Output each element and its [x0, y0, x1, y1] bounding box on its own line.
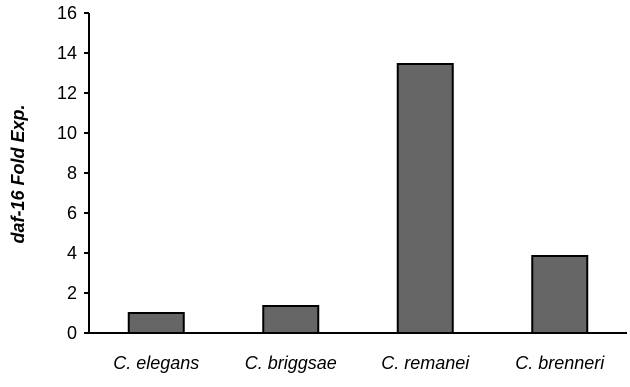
y-tick-label: 4 — [67, 243, 77, 263]
bar — [396, 63, 454, 334]
y-ticks-layer: 0 2 4 6 8 10 12 14 16 — [57, 3, 89, 343]
bar — [531, 255, 589, 334]
x-labels-layer: C. elegans C. briggsae C. remanei C. brenne… — [113, 353, 605, 373]
bars-layer — [127, 63, 589, 334]
x-category-label: C. remanei — [381, 353, 470, 373]
y-tick-label: 8 — [67, 163, 77, 183]
y-tick-label: 10 — [57, 123, 77, 143]
y-tick-label: 2 — [67, 283, 77, 303]
y-tick-label: 0 — [67, 323, 77, 343]
y-axis-title: daf-16 Fold Exp. — [8, 104, 28, 243]
x-category-label: C. briggsae — [245, 353, 337, 373]
bar — [127, 312, 185, 334]
bar — [262, 305, 320, 334]
y-tick-label: 16 — [57, 3, 77, 23]
y-tick-label: 14 — [57, 43, 77, 63]
x-category-label: C. brenneri — [515, 353, 605, 373]
x-category-label: C. elegans — [113, 353, 199, 373]
y-tick-label: 12 — [57, 83, 77, 103]
y-tick-label: 6 — [67, 203, 77, 223]
